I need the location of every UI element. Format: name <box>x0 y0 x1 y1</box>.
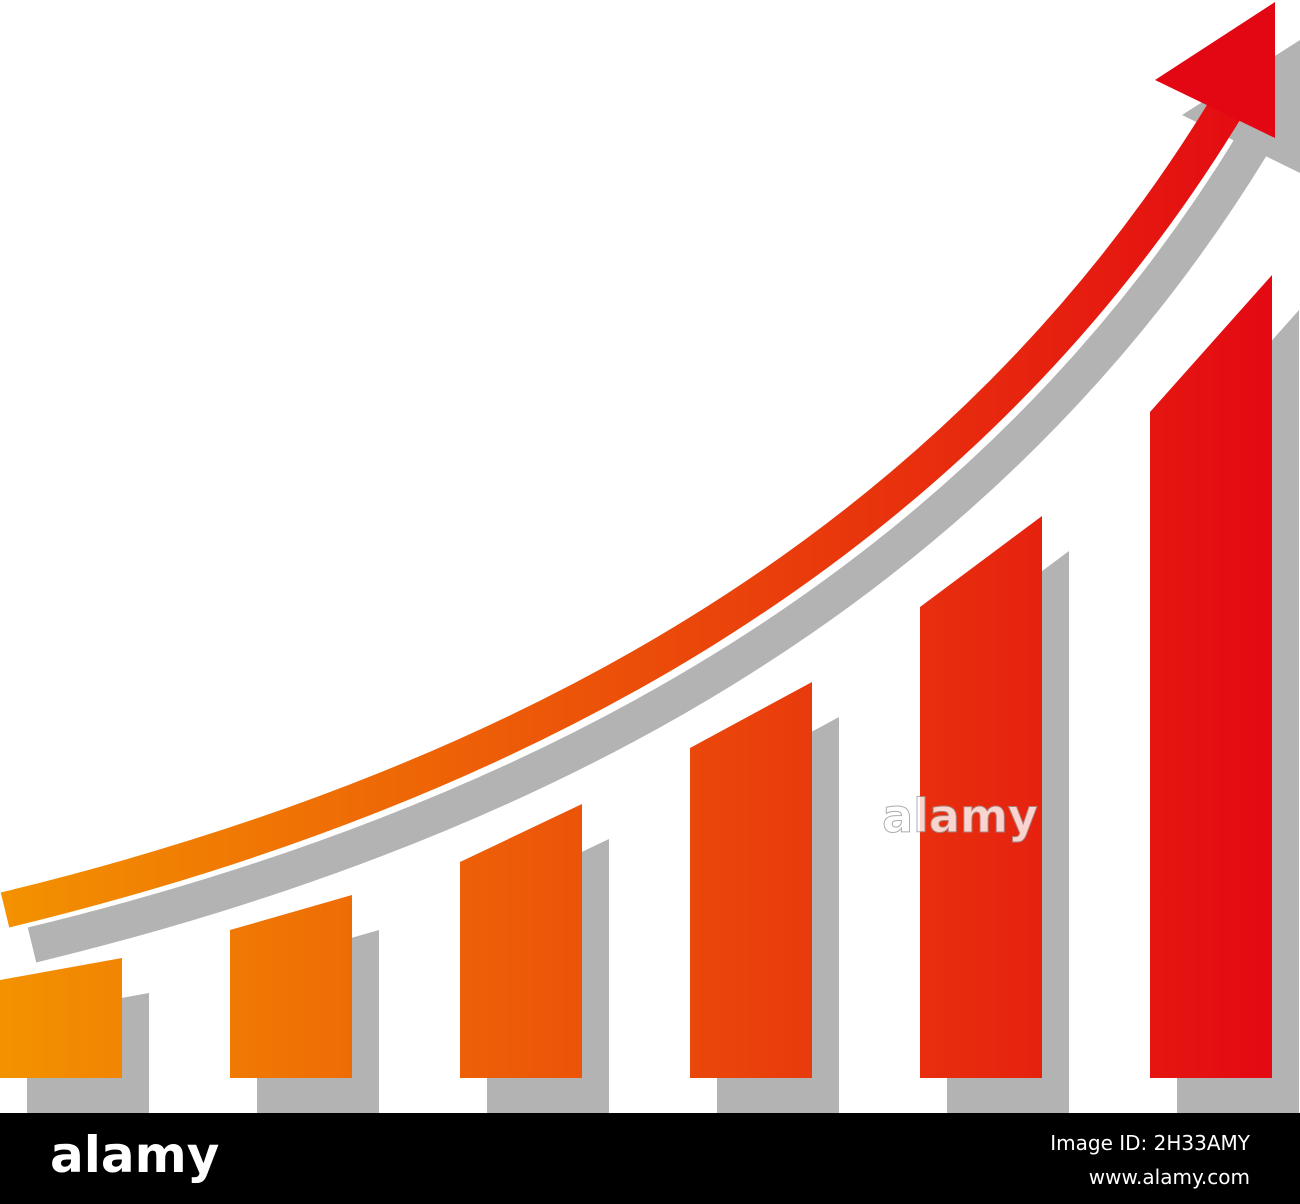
arrow <box>0 100 1241 928</box>
image-id: Image ID: 2H33AMY <box>1050 1131 1251 1155</box>
bar <box>1150 275 1272 1078</box>
arrow-head <box>1155 2 1275 138</box>
watermark: alamy <box>882 789 1038 843</box>
bar <box>920 516 1042 1078</box>
footer <box>0 1113 1300 1204</box>
bar <box>0 958 122 1078</box>
bar <box>690 682 812 1078</box>
bar <box>230 895 352 1078</box>
bars <box>0 275 1272 1078</box>
bar <box>460 804 582 1078</box>
background <box>0 0 1300 1113</box>
footer-logo: alamy <box>50 1126 219 1184</box>
footer-url: www.alamy.com <box>1089 1165 1250 1189</box>
arrow-shadow <box>27 135 1268 963</box>
